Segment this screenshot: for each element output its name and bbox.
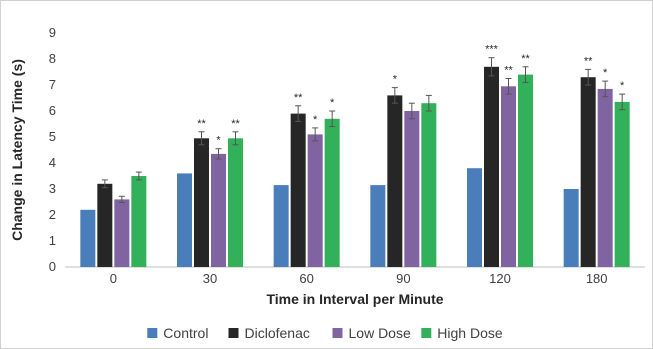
bar-high-dose xyxy=(518,74,533,267)
bar-low-dose xyxy=(114,199,130,267)
bar-high-dose xyxy=(131,176,147,267)
legend-label: Control xyxy=(163,325,208,341)
bar-diclofenac xyxy=(97,183,113,267)
significance-label: * xyxy=(216,135,221,147)
bar-control xyxy=(467,168,482,267)
legend-label: High Dose xyxy=(437,325,503,341)
x-tick-label: 0 xyxy=(110,271,117,286)
y-axis-title: Change in Latency Time (s) xyxy=(9,59,25,241)
bar-high-dose xyxy=(614,101,630,268)
legend-swatch-high-dose xyxy=(421,328,432,338)
bar-high-dose xyxy=(324,118,340,267)
bar-low-dose xyxy=(211,153,226,267)
y-tick-label: 4 xyxy=(49,155,56,170)
bar-low-dose xyxy=(501,86,516,267)
significance-label: * xyxy=(603,67,608,79)
significance-label: ** xyxy=(231,118,240,130)
bar-high-dose xyxy=(421,103,437,267)
legend-label: Low Dose xyxy=(349,325,411,341)
bar-diclofenac xyxy=(194,138,209,267)
y-tick-label: 1 xyxy=(49,233,56,248)
bar-diclofenac xyxy=(290,113,306,267)
bar-high-dose xyxy=(228,138,243,267)
bar-control xyxy=(563,189,579,267)
legend-swatch-diclofenac xyxy=(228,328,239,338)
x-axis-title: Time in Interval per Minute xyxy=(266,291,443,307)
bar-diclofenac xyxy=(387,95,403,268)
significance-label: * xyxy=(620,80,625,92)
bar-diclofenac xyxy=(484,66,499,267)
bar-control xyxy=(177,173,192,267)
y-tick-label: 5 xyxy=(49,129,56,144)
significance-label: * xyxy=(330,97,335,109)
y-tick-label: 3 xyxy=(49,181,56,196)
bar-low-dose xyxy=(404,111,420,267)
significance-label: ** xyxy=(521,53,530,65)
x-tick-label: 180 xyxy=(586,271,608,286)
significance-label: *** xyxy=(485,44,499,56)
x-tick-label: 90 xyxy=(396,271,410,286)
y-tick-label: 8 xyxy=(49,51,56,66)
significance-label: ** xyxy=(294,92,303,104)
bar-control xyxy=(273,185,289,267)
bar-control xyxy=(370,185,386,267)
bar-diclofenac xyxy=(580,77,596,267)
significance-label: ** xyxy=(584,55,593,67)
bar-low-dose xyxy=(307,134,323,267)
significance-label: ** xyxy=(197,118,206,130)
bar-control xyxy=(80,209,96,267)
bar-low-dose xyxy=(597,88,613,268)
legend-label: Diclofenac xyxy=(245,325,310,341)
x-tick-label: 120 xyxy=(489,271,511,286)
x-tick-label: 60 xyxy=(299,271,313,286)
legend-swatch-control xyxy=(147,328,158,338)
significance-label: * xyxy=(313,114,318,126)
significance-label: ** xyxy=(504,65,513,77)
y-tick-label: 2 xyxy=(49,207,56,222)
y-tick-label: 9 xyxy=(49,25,56,40)
significance-label: * xyxy=(393,74,398,86)
y-tick-label: 7 xyxy=(49,77,56,92)
y-tick-label: 6 xyxy=(49,103,56,118)
y-tick-label: 0 xyxy=(49,259,56,274)
x-tick-label: 30 xyxy=(203,271,217,286)
legend-swatch-low-dose xyxy=(332,328,343,338)
